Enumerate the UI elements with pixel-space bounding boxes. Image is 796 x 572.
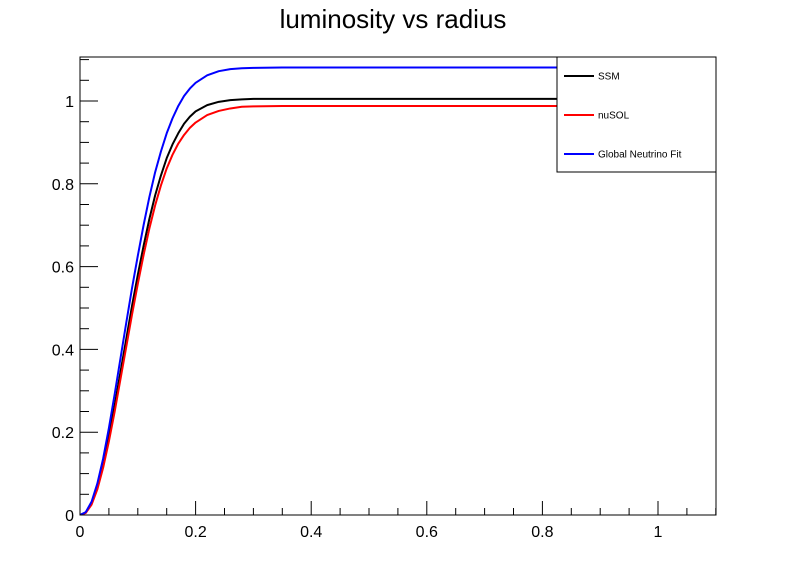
legend-label: nuSOL: [598, 111, 630, 122]
legend-label: Global Neutrino Fit: [598, 150, 682, 161]
chart-title: luminosity vs radius: [280, 4, 507, 34]
y-tick-label: 0.6: [52, 260, 74, 277]
x-tick-label: 0.8: [531, 524, 553, 541]
x-axis-tick-labels: 0 0.2 0.4 0.6 0.8 1: [76, 524, 663, 541]
y-tick-label: 0: [65, 508, 74, 525]
x-tick-label: 1: [654, 524, 663, 541]
y-axis-tick-labels: 0 0.2 0.4 0.6 0.8 1: [52, 94, 74, 525]
series-line-1: [80, 97, 716, 515]
x-tick-label: 0.2: [184, 524, 206, 541]
series-line-2: [80, 104, 716, 515]
legend: SSM nuSOL Global Neutrino Fit: [556, 56, 717, 173]
plot-frame: [79, 56, 717, 516]
y-tick-label: 0.4: [52, 342, 74, 359]
series-lines: [80, 66, 716, 515]
y-tick-label: 1: [65, 94, 74, 111]
y-tick-label: 0.2: [52, 425, 74, 442]
x-tick-label: 0.4: [300, 524, 322, 541]
x-tick-label: 0: [76, 524, 85, 541]
y-tick-label: 0.8: [52, 177, 74, 194]
series-line-3: [80, 66, 716, 515]
legend-label: SSM: [598, 72, 620, 83]
x-tick-label: 0.6: [416, 524, 438, 541]
